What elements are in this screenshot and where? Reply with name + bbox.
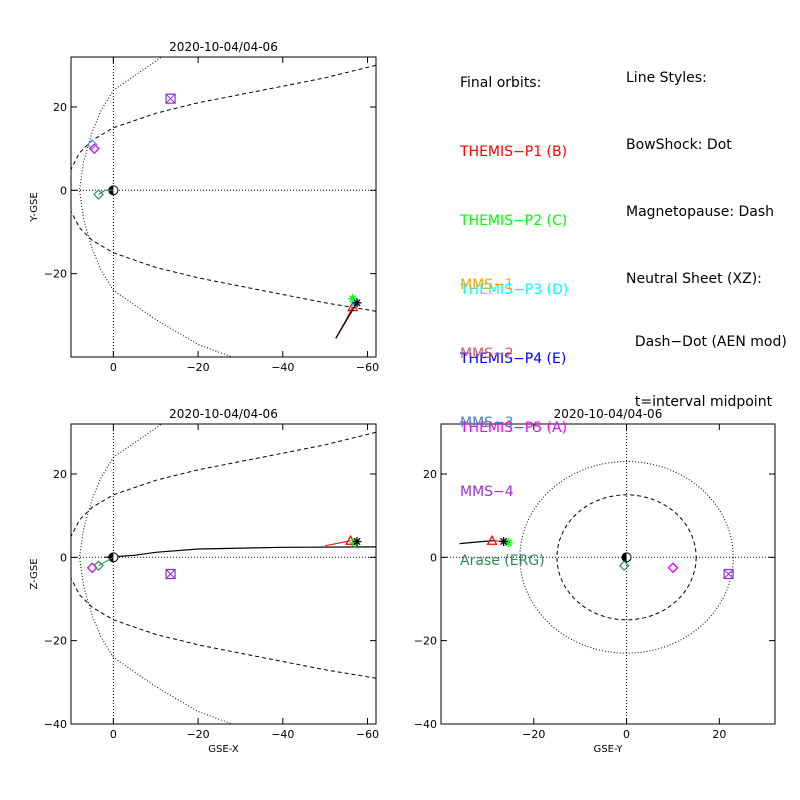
x-tick-label-1-0: 0 <box>110 728 117 741</box>
earth-night-2 <box>622 552 627 562</box>
y-axis-label-0: Y-GSE <box>29 192 40 222</box>
point-2-3 <box>618 560 630 572</box>
point-1-6-rays <box>352 537 362 546</box>
x-tick-label-0-3: −60 <box>356 361 379 374</box>
point-2-1 <box>503 538 513 548</box>
point-0-1-rays <box>348 294 358 304</box>
legend-orbits: Final orbits: THEMIS−P1 (B) THEMIS−P2 (C… <box>460 26 568 463</box>
point-2-2 <box>499 537 509 546</box>
x-tick-label-0-2: −40 <box>271 361 294 374</box>
legend-sc-4: MMS−4 <box>460 484 514 500</box>
chart-title-2: 2020-10-04/04-06 <box>554 407 663 421</box>
track-p1-1 <box>325 540 351 547</box>
y-axis-label-1: Z-GSE <box>29 558 40 589</box>
x-axis-label-1: GSE-X <box>208 744 239 755</box>
x-tick-label-1-3: −60 <box>356 728 379 741</box>
legend-orbits-title: Final orbits: <box>460 75 542 91</box>
legend-sc-1: MMS−1 <box>460 277 514 293</box>
legend-orbit-4: THEMIS−P4 (E) <box>460 351 567 367</box>
track-0-7 <box>98 189 114 196</box>
point-0-6 <box>165 93 176 104</box>
point-1-6 <box>352 537 362 546</box>
point-0-7 <box>93 189 104 200</box>
y-tick-label-2-3: −40 <box>414 718 437 731</box>
legend-style-2: Magnetopause: Dash <box>626 204 775 220</box>
plot-area-clip1 <box>71 424 376 724</box>
neutral-sheet-1 <box>104 546 376 558</box>
plot-frame-1 <box>70 423 377 725</box>
legend-orbit-5: THEMIS−P5 (A) <box>460 420 568 436</box>
legend-orbit-2: THEMIS−P2 (C) <box>460 213 568 229</box>
x-tick-label-2-2: 20 <box>712 728 726 741</box>
point-2-1-rays <box>503 538 513 548</box>
x-tick-label-0-0: 0 <box>110 361 117 374</box>
point-1-3-box <box>165 568 176 580</box>
plot-area-clip0 <box>71 57 376 357</box>
point-2-0 <box>486 534 498 545</box>
legend-style-5: t=interval midpoint <box>626 394 773 410</box>
x-tick-label-2-1: 0 <box>623 728 630 741</box>
point-2-5 <box>667 562 679 574</box>
point-1-3-cross <box>165 569 176 579</box>
bowshock-0 <box>78 57 233 357</box>
point-2-4 <box>667 562 679 574</box>
y-tick-label-2-2: −20 <box>414 635 437 648</box>
legend-orbit-1: THEMIS−P1 (B) <box>460 144 568 160</box>
legend-sc-5: Arase (ERG) <box>460 553 545 569</box>
legend-style-1: BowShock: Dot <box>626 137 732 153</box>
point-2-2-rays <box>499 537 509 546</box>
legend-styles-title: Line Styles: <box>626 70 707 86</box>
point-0-5 <box>352 298 362 308</box>
track-p1-2 <box>459 540 495 545</box>
y-tick-label-0-0: −20 <box>44 268 67 281</box>
x-tick-label-0-1: −20 <box>186 361 209 374</box>
point-0-6-box <box>165 93 176 104</box>
legend-spacecraft: MMS−1 MMS−2 MMS−3 MMS−4 Arase (ERG) <box>460 228 545 596</box>
legend-line-styles: Line Styles: BowShock: Dot Magnetopause:… <box>626 26 787 431</box>
point-0-5-rays <box>352 298 362 308</box>
legend-style-4: Dash−Dot (AEN mod) <box>626 334 787 350</box>
legend-orbit-3: THEMIS−P3 (D) <box>460 282 569 298</box>
point-0-8 <box>86 139 98 150</box>
chart-title-0: 2020-10-04/04-06 <box>169 40 278 54</box>
x-tick-label-2-0: −20 <box>522 728 545 741</box>
y-tick-label-1-0: 20 <box>53 468 67 481</box>
y-tick-label-0-1: 0 <box>60 184 67 197</box>
point-0-6-cross <box>165 93 176 104</box>
x-axis-label-2: GSE-Y <box>594 744 624 755</box>
y-tick-label-1-3: −40 <box>44 718 67 731</box>
x-tick-label-1-2: −40 <box>271 728 294 741</box>
y-tick-label-2-0: 20 <box>423 468 437 481</box>
magnetopause-circle-2 <box>556 494 697 621</box>
y-tick-label-1-1: 0 <box>60 551 67 564</box>
legend-sc-2: MMS−2 <box>460 346 514 362</box>
plot-frame-0 <box>70 56 377 358</box>
point-2-6-box <box>723 568 734 580</box>
point-1-2 <box>93 560 104 572</box>
legend-style-3: Neutral Sheet (XZ): <box>626 271 762 287</box>
point-0-1 <box>348 294 358 304</box>
y-tick-label-0-2: 20 <box>53 101 67 114</box>
point-2-6 <box>723 568 734 580</box>
x-tick-label-1-1: −20 <box>186 728 209 741</box>
chart-title-1: 2020-10-04/04-06 <box>169 407 278 421</box>
point-0-4 <box>88 143 100 155</box>
bowshock-1 <box>78 424 233 724</box>
point-2-6-cross <box>723 569 734 579</box>
plot-area-clip2 <box>441 424 775 724</box>
point-1-3 <box>165 568 176 580</box>
plot-frame-2 <box>440 423 776 725</box>
track-0-5 <box>335 302 358 339</box>
bowshock-circle-2 <box>519 460 734 654</box>
y-tick-label-2-1: 0 <box>430 551 437 564</box>
legend-sc-3: MMS−3 <box>460 415 514 431</box>
y-tick-label-1-2: −20 <box>44 635 67 648</box>
